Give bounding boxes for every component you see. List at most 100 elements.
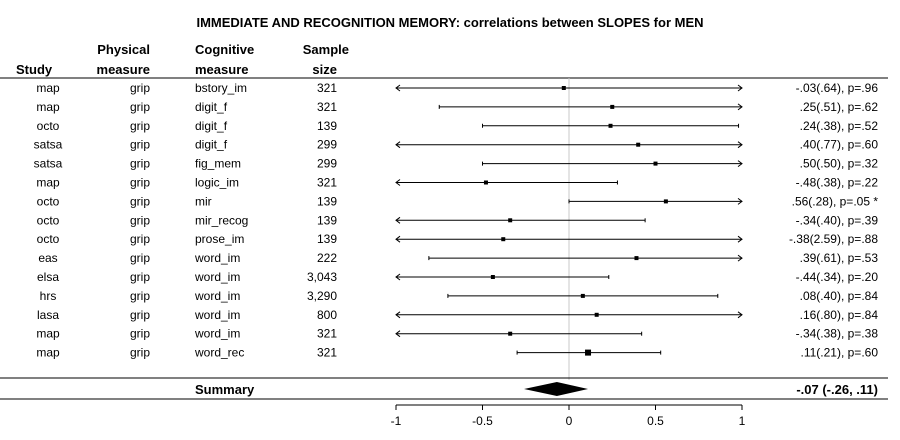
row-result-label: .25(.51), p=.62	[800, 100, 879, 114]
study-row: satsa grip fig_mem 299 .50(.50), p=.32	[34, 157, 879, 171]
row-cognitive-measure: word_im	[194, 327, 240, 341]
header-physical-line1: Physical	[97, 42, 150, 57]
x-tick-label: -0.5	[472, 414, 493, 428]
ci-arrow-right	[737, 141, 743, 149]
row-result-label: .08(.40), p=.84	[800, 289, 879, 303]
row-cognitive-measure: word_rec	[194, 346, 244, 360]
ci-arrow-right	[737, 197, 743, 205]
row-sample-size: 321	[317, 327, 337, 341]
study-row: hrs grip word_im 3,290 .08(.40), p=.84	[40, 289, 879, 303]
row-sample-size: 139	[317, 213, 337, 227]
point-estimate	[636, 142, 641, 147]
row-sample-size: 321	[317, 346, 337, 360]
point-estimate	[580, 293, 585, 298]
point-estimate	[508, 331, 513, 336]
row-study: map	[36, 100, 60, 114]
row-physical-measure: grip	[130, 289, 150, 303]
ci-arrow-left	[395, 235, 401, 243]
row-study: map	[36, 176, 60, 190]
row-result-label: -.44(.34), p=.20	[796, 270, 879, 284]
row-study: map	[36, 81, 60, 95]
row-physical-measure: grip	[130, 119, 150, 133]
ci-arrow-left	[395, 216, 401, 224]
row-physical-measure: grip	[130, 138, 150, 152]
study-row: octo grip prose_im 139 -.38(2.59), p=.88	[37, 232, 879, 246]
study-row: lasa grip word_im 800 .16(.80), p=.84	[37, 308, 878, 322]
x-tick-label: 0.5	[647, 414, 664, 428]
row-physical-measure: grip	[130, 346, 150, 360]
row-study: satsa	[34, 138, 63, 152]
point-estimate	[585, 349, 592, 356]
point-estimate	[610, 104, 615, 109]
row-study: elsa	[37, 270, 59, 284]
chart-title: IMMEDIATE AND RECOGNITION MEMORY: correl…	[196, 15, 703, 30]
row-cognitive-measure: word_im	[194, 289, 240, 303]
row-result-label: -.34(.40), p=.39	[796, 213, 879, 227]
row-physical-measure: grip	[130, 176, 150, 190]
x-tick-label: 0	[566, 414, 573, 428]
row-sample-size: 3,290	[307, 289, 337, 303]
row-result-label: -.38(2.59), p=.88	[789, 232, 878, 246]
header-cognitive-line2: measure	[195, 62, 248, 77]
row-physical-measure: grip	[130, 194, 150, 208]
row-result-label: .24(.38), p=.52	[800, 119, 879, 133]
study-row: octo grip digit_f 139 .24(.38), p=.52	[37, 119, 879, 133]
point-estimate	[561, 86, 566, 90]
ci-arrow-left	[395, 141, 401, 149]
point-estimate	[608, 123, 613, 128]
summary-label: Summary	[195, 382, 255, 397]
row-study: octo	[37, 232, 60, 246]
row-result-label: .39(.61), p=.53	[800, 251, 879, 265]
row-result-label: .40(.77), p=.60	[800, 138, 879, 152]
row-study: eas	[38, 251, 57, 265]
point-estimate	[490, 275, 495, 279]
row-cognitive-measure: digit_f	[195, 119, 228, 133]
row-result-label: -.34(.38), p=.38	[796, 327, 879, 341]
row-result-label: .56(.28), p=.05 *	[792, 194, 879, 208]
row-cognitive-measure: mir_recog	[195, 213, 248, 227]
ci-arrow-left	[395, 273, 401, 281]
row-cognitive-measure: bstory_im	[195, 81, 247, 95]
header-study: Study	[16, 62, 53, 77]
row-cognitive-measure: logic_im	[195, 176, 239, 190]
row-sample-size: 139	[317, 232, 337, 246]
ci-arrow-right	[737, 84, 743, 92]
header-physical-line2: measure	[97, 62, 150, 77]
x-axis: -1 -0.5 0 0.5 1	[391, 404, 746, 428]
ci-arrow-right	[737, 160, 743, 168]
row-study: map	[36, 327, 60, 341]
row-cognitive-measure: fig_mem	[195, 157, 241, 171]
row-study: octo	[37, 194, 60, 208]
study-row: satsa grip digit_f 299 .40(.77), p=.60	[34, 138, 879, 152]
point-estimate	[634, 256, 639, 261]
study-rows: map grip bstory_im 321 -.03(.64), p=.96 map gr…	[34, 81, 879, 360]
header-sample-line1: Sample	[303, 42, 349, 57]
point-estimate	[483, 180, 488, 185]
ci-arrow-left	[395, 330, 401, 338]
ci-arrow-right	[737, 235, 743, 243]
row-physical-measure: grip	[130, 270, 150, 284]
row-sample-size: 3,043	[307, 270, 337, 284]
row-result-label: .11(.21), p=.60	[801, 346, 879, 360]
study-row: octo grip mir 139 .56(.28), p=.05 *	[37, 194, 879, 208]
row-sample-size: 299	[317, 138, 337, 152]
row-physical-measure: grip	[130, 251, 150, 265]
row-study: octo	[37, 213, 60, 227]
row-physical-measure: grip	[130, 81, 150, 95]
row-sample-size: 299	[317, 157, 337, 171]
row-sample-size: 321	[317, 176, 337, 190]
row-result-label: -.03(.64), p=.96	[796, 81, 879, 95]
row-result-label: .16(.80), p=.84	[800, 308, 879, 322]
row-physical-measure: grip	[130, 157, 150, 171]
row-physical-measure: grip	[130, 100, 150, 114]
row-sample-size: 800	[317, 308, 337, 322]
row-study: satsa	[34, 157, 63, 171]
ci-arrow-right	[737, 103, 743, 111]
row-study: map	[36, 346, 60, 360]
row-cognitive-measure: digit_f	[195, 100, 228, 114]
row-physical-measure: grip	[130, 213, 150, 227]
point-estimate	[501, 237, 506, 242]
point-estimate	[508, 218, 513, 223]
ci-arrow-left	[395, 84, 401, 92]
